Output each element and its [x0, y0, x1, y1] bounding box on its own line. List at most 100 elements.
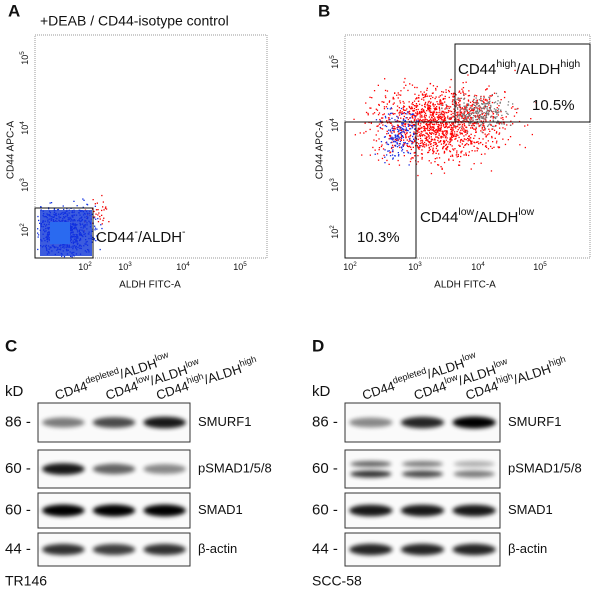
event-dot [441, 122, 443, 125]
event-dot [432, 129, 434, 131]
event-dot [453, 101, 455, 103]
event-dot [60, 252, 62, 255]
event-dot [417, 129, 419, 131]
event-dot [388, 129, 390, 131]
event-dot [384, 95, 387, 97]
event-dot [363, 132, 365, 134]
event-dot [428, 129, 430, 132]
event-dot [424, 137, 426, 139]
event-dot [80, 245, 82, 247]
event-dot [460, 115, 463, 117]
event-dot [86, 215, 88, 218]
event-dot [500, 111, 502, 113]
event-dot [447, 109, 450, 112]
event-dot [378, 123, 381, 125]
event-dot [466, 109, 468, 111]
event-dot [484, 128, 487, 130]
event-dot [389, 119, 391, 121]
event-dot [49, 247, 51, 249]
event-dot [60, 213, 62, 215]
event-dot [463, 138, 466, 140]
event-dot [451, 139, 453, 141]
event-dot [428, 137, 430, 139]
event-dot [457, 118, 459, 120]
event-dot [429, 132, 431, 135]
event-dot [438, 134, 440, 137]
event-dot [82, 227, 84, 229]
event-dot [52, 216, 55, 218]
event-dot [423, 122, 425, 124]
event-dot [484, 145, 487, 148]
event-dot [406, 117, 408, 119]
event-dot [423, 146, 426, 148]
event-dot [461, 128, 463, 130]
event-dot [431, 123, 434, 125]
event-dot [505, 116, 507, 118]
event-dot [99, 215, 101, 218]
event-dot [422, 120, 424, 122]
event-dot [94, 227, 97, 229]
event-dot [64, 221, 67, 223]
event-dot [74, 220, 76, 222]
event-dot [391, 117, 393, 119]
event-dot [421, 116, 423, 118]
event-dot [432, 92, 434, 94]
event-dot [442, 102, 444, 104]
event-dot [395, 138, 397, 140]
event-dot [404, 142, 406, 145]
event-dot [41, 240, 43, 242]
event-dot [375, 108, 377, 110]
event-dot [435, 129, 437, 131]
event-dot [401, 135, 404, 137]
event-dot [379, 126, 381, 129]
event-dot [455, 100, 457, 103]
label-sup: low [461, 350, 477, 364]
event-dot [438, 117, 440, 119]
event-dot [381, 101, 383, 103]
event-dot [396, 120, 398, 122]
event-dot [469, 115, 471, 117]
event-dot [383, 154, 385, 157]
event-dot [84, 243, 86, 245]
event-dot [396, 128, 399, 130]
event-dot [95, 213, 97, 215]
event-dot [438, 96, 440, 98]
event-dot [394, 113, 396, 115]
event-dot [429, 124, 431, 126]
event-dot [427, 125, 429, 127]
event-dot [84, 250, 86, 252]
event-dot [58, 248, 60, 250]
event-dot [423, 109, 425, 111]
event-dot [491, 111, 494, 113]
event-dot [475, 129, 477, 131]
event-dot [471, 103, 474, 106]
event-dot [437, 103, 439, 105]
event-dot [473, 104, 476, 106]
event-dot [101, 227, 103, 230]
event-dot [430, 98, 432, 100]
label-sup: low [184, 356, 200, 370]
event-dot [432, 151, 435, 153]
event-dot [423, 141, 426, 144]
event-dot [86, 244, 89, 246]
band [143, 543, 186, 556]
event-dot [477, 105, 479, 107]
event-dot [465, 143, 467, 146]
event-dot [65, 215, 67, 218]
event-dot [66, 245, 68, 247]
event-dot [63, 256, 66, 258]
event-dot [404, 77, 406, 80]
event-dot [416, 120, 418, 122]
event-dot [466, 114, 468, 116]
event-dot [426, 136, 428, 138]
event-dot [412, 117, 414, 119]
event-dot [100, 224, 102, 226]
event-dot [473, 101, 475, 104]
event-dot [443, 152, 445, 154]
event-dot [47, 219, 49, 221]
event-dot [480, 162, 482, 164]
event-dot [424, 94, 426, 96]
event-dot [482, 112, 484, 115]
x-tick-label: 102 [78, 261, 92, 272]
event-dot [479, 106, 481, 108]
